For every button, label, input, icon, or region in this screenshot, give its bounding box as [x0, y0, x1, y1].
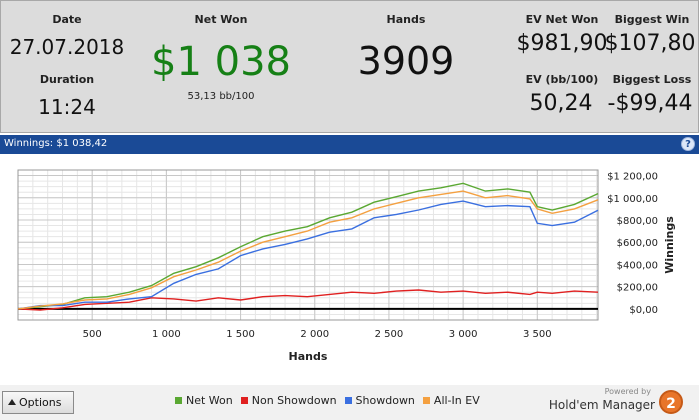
duration-value: 11:24	[38, 95, 96, 119]
biggest-win-label: Biggest Win	[614, 13, 690, 26]
biggest-loss-value: -$99,44	[607, 91, 693, 116]
winnings-chart: 500 1 000 1 500 2 000 2 500 3 000 3 500 $0,00 $…	[0, 154, 699, 385]
x-axis-label: Hands	[289, 350, 328, 363]
x-tick-label: 1 500	[226, 329, 255, 340]
legend-label: Non Showdown	[251, 394, 337, 407]
hands-label: Hands	[386, 13, 426, 26]
net-won-label: Net Won	[194, 13, 248, 26]
net-won-value: $1 038	[151, 39, 291, 85]
bottom-bar: Options Net Won Non Showdown Showdown All-I…	[0, 385, 699, 420]
legend-item: Non Showdown	[240, 394, 337, 407]
plot-frame	[17, 169, 599, 321]
winnings-title: Winnings: $1 038,42	[4, 138, 108, 149]
y-tick-label: $600,00	[617, 238, 658, 249]
x-tick-label: 3 000	[449, 329, 478, 340]
legend-item: All-In EV	[422, 394, 480, 407]
y-tick-label: $800,00	[617, 216, 658, 227]
brand-name: Hold'em Manager	[548, 398, 655, 412]
session-summary-panel: Date 27.07.2018 Duration 11:24 Net Won $…	[0, 0, 699, 133]
legend-label: Net Won	[186, 394, 233, 407]
legend-swatch	[240, 397, 248, 404]
brand-badge-icon: 2	[659, 390, 683, 414]
duration-label: Duration	[39, 73, 95, 86]
legend-item: Showdown	[344, 394, 415, 407]
options-label: Options	[19, 396, 62, 409]
legend-label: Showdown	[355, 394, 415, 407]
date-label: Date	[52, 13, 82, 26]
y-tick-label: $200,00	[617, 283, 658, 294]
biggest-loss-label: Biggest Loss	[612, 73, 692, 86]
date-value: 27.07.2018	[9, 35, 125, 59]
x-tick-label: 500	[83, 329, 102, 340]
y-tick-label: $1 000,00	[607, 194, 658, 205]
holdem-manager-logo: Powered by Hold'em Manager 2	[537, 387, 687, 417]
y-tick-label: $0,00	[629, 305, 658, 316]
x-tick-label: 1 000	[152, 329, 181, 340]
winnings-header-bar: Winnings: $1 038,42 ?	[0, 135, 699, 154]
x-tick-label: 3 500	[523, 329, 552, 340]
x-tick-label: 2 500	[375, 329, 404, 340]
ev-net-won-label: EV Net Won	[525, 13, 599, 26]
net-won-bb-value: 53,13 bb/100	[187, 91, 255, 102]
ev-bb-label: EV (bb/100)	[525, 73, 599, 86]
legend-swatch	[422, 397, 430, 404]
legend-swatch	[344, 397, 352, 404]
x-tick-label: 2 000	[300, 329, 329, 340]
chart-legend: Net Won Non Showdown Showdown All-In EV	[175, 394, 488, 407]
y-tick-label: $400,00	[617, 260, 658, 271]
triangle-up-icon	[8, 399, 16, 405]
legend-label: All-In EV	[433, 394, 480, 407]
ev-bb-value: 50,24	[529, 91, 593, 116]
series-line-non-showdown	[17, 289, 599, 311]
series-line-net-won	[17, 182, 599, 310]
biggest-win-value: $107,80	[604, 31, 696, 56]
series-line-showdown	[17, 200, 599, 310]
legend-swatch	[175, 397, 182, 404]
hands-value: 3909	[357, 39, 455, 83]
help-icon[interactable]: ?	[681, 137, 695, 151]
powered-by-text: Powered by	[604, 387, 651, 396]
winnings-chart-svg: 500 1 000 1 500 2 000 2 500 3 000 3 500 $0,00 $…	[17, 169, 676, 363]
y-axis-label: Winnings	[663, 216, 676, 274]
y-tick-label: $1 200,00	[607, 172, 658, 183]
options-button[interactable]: Options	[2, 391, 74, 414]
ev-net-won-value: $981,90	[516, 31, 608, 56]
legend-item: Net Won	[175, 394, 233, 407]
series-line-all-in-ev	[17, 190, 599, 310]
